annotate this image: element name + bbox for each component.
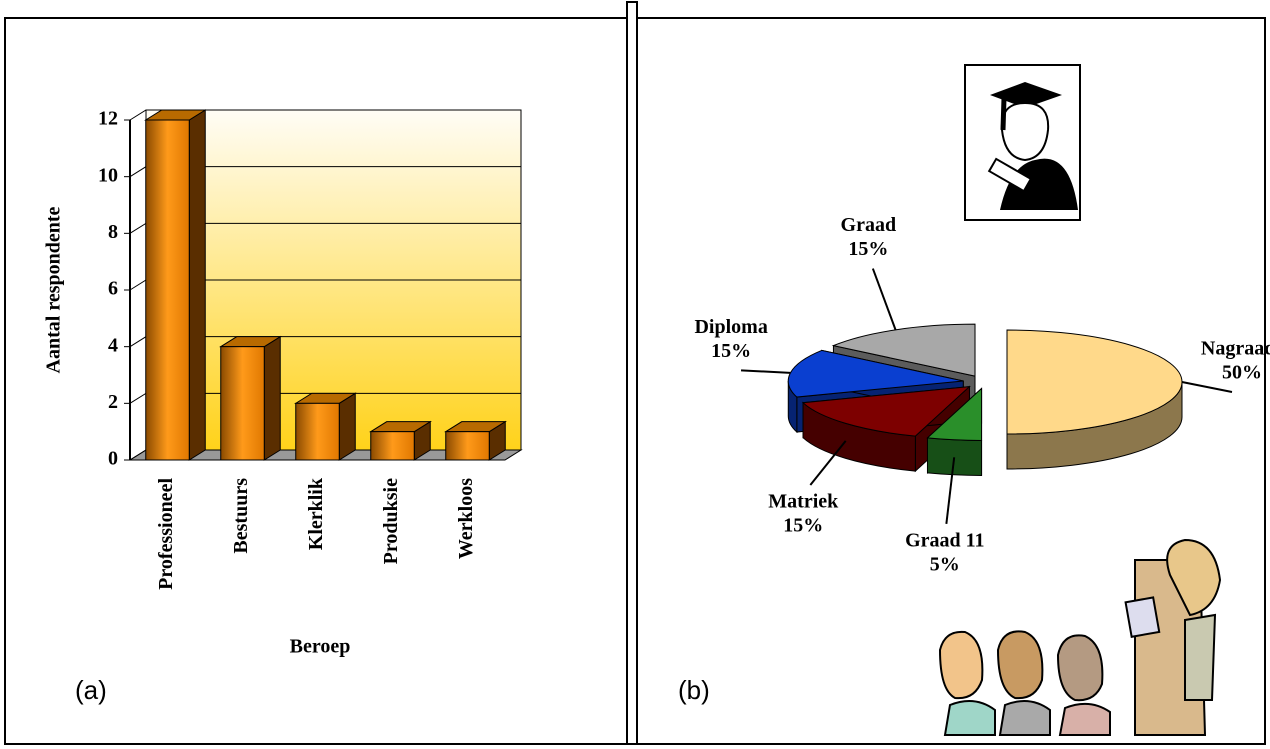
slice (801, 385, 971, 437)
slice-label: Nagraads (1201, 338, 1270, 360)
x-tick-label: Bestuurs (230, 478, 252, 554)
bar (144, 109, 207, 461)
panel-label: (b) (678, 675, 710, 705)
panel-frame (636, 17, 1266, 745)
bar (444, 420, 507, 461)
x-axis-title: Beroep (290, 636, 351, 658)
y-tick-label: 2 (108, 391, 118, 413)
slice (926, 387, 983, 441)
bar-side (338, 392, 356, 461)
slice-label: Diploma (694, 316, 767, 338)
x-tick-label: Produksie (380, 478, 402, 564)
slice-label: Matriek (768, 491, 839, 513)
bar-front (370, 431, 415, 461)
slice-value-label: 15% (783, 515, 823, 537)
slice-label: Graad (841, 214, 897, 236)
pie-tops (787, 323, 1183, 441)
y-tick-label: 4 (108, 334, 118, 356)
slice (787, 349, 964, 398)
leader-line (740, 369, 791, 374)
divider (626, 1, 638, 745)
y-tick-label: 12 (98, 108, 118, 130)
leader-line (871, 268, 897, 331)
bar (219, 335, 282, 461)
bar (369, 420, 432, 461)
leader-line (1181, 381, 1233, 393)
y-tick-label: 6 (108, 278, 118, 300)
bar-front (145, 119, 190, 461)
x-tick-label: Klerklik (305, 477, 327, 550)
leader-line (945, 457, 956, 524)
bar-side (188, 109, 206, 461)
slice-value-label: 50% (1222, 362, 1262, 384)
bar-front (220, 346, 265, 461)
slice-wall (926, 437, 983, 476)
panel-label: (a) (75, 675, 107, 705)
y-axis-title: Aantal respondente (43, 206, 65, 373)
y-tick-label: 10 (98, 164, 118, 186)
x-tick-label: Werkloos (455, 478, 477, 559)
bar-front (295, 402, 340, 461)
y-tick-label: 8 (108, 221, 118, 243)
bar-side (263, 335, 281, 461)
slice-label: Graad 11 (905, 529, 984, 551)
slice (831, 323, 976, 377)
grid-line (129, 109, 521, 121)
bar (294, 392, 357, 461)
y-tick-label: 0 (108, 448, 118, 470)
slice-value-label: 5% (930, 553, 960, 575)
slice-value-label: 15% (848, 238, 888, 260)
graduate-clipart (964, 64, 1081, 221)
leader-line (809, 440, 847, 486)
x-tick-label: Professioneel (155, 478, 177, 590)
slice-value-label: 15% (711, 340, 751, 362)
audience-clipart (938, 538, 1222, 736)
bar-front (445, 431, 490, 461)
